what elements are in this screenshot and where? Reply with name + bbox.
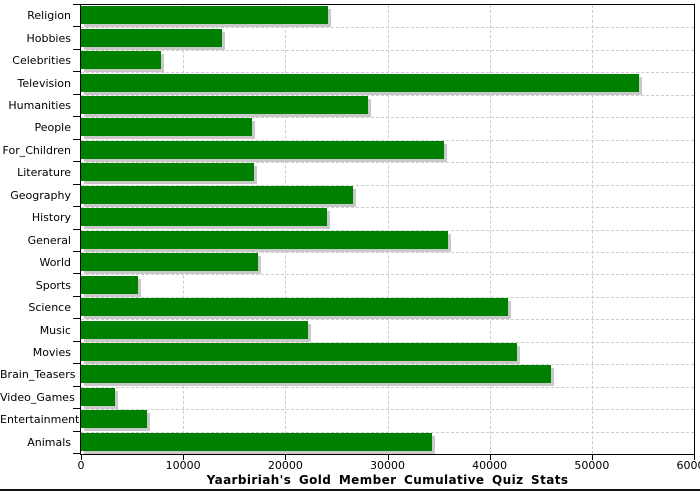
y-axis-label: World [39, 256, 71, 270]
bar-geography [81, 185, 353, 204]
y-tick-mark [73, 228, 80, 230]
x-tick-mark [694, 455, 695, 460]
y-tick-mark [73, 273, 80, 275]
y-tick-mark [73, 250, 80, 252]
bar-general [81, 230, 448, 249]
y-axis-label: Hobbies [26, 31, 71, 45]
bottom-border [0, 489, 700, 491]
y-axis-label: Television [17, 76, 72, 90]
gridline-horizontal [81, 139, 694, 141]
gridline-horizontal [81, 319, 694, 321]
gridline-horizontal [81, 386, 694, 388]
x-axis-tick-label: 60000 [676, 459, 700, 472]
y-axis-label: Science [28, 301, 71, 315]
gridline-horizontal [81, 162, 694, 164]
bar-people [81, 118, 252, 137]
y-tick-mark [73, 318, 80, 320]
y-axis-label: Humanities [8, 99, 71, 113]
chart-title: Yaarbiriah's Gold Member Cumulative Quiz… [206, 473, 569, 487]
y-tick-mark [73, 93, 80, 95]
y-axis-label: Movies [32, 345, 71, 359]
bar-hobbies [81, 28, 222, 47]
y-tick-mark [73, 138, 80, 140]
y-tick-mark [73, 340, 80, 342]
y-axis-label: Celebrities [12, 54, 71, 68]
y-axis-label: Brain_Teasers [0, 368, 76, 382]
x-tick-mark [81, 455, 82, 460]
y-tick-mark [73, 71, 80, 73]
y-tick-mark [73, 183, 80, 185]
y-tick-mark [73, 385, 80, 387]
y-axis-label: For_Children [2, 143, 71, 157]
y-axis-label: General [27, 233, 71, 247]
bar-history [81, 208, 328, 227]
bar-for_children [81, 140, 444, 159]
y-tick-mark [73, 4, 80, 5]
y-axis-label: Religion [27, 9, 71, 23]
gridline-horizontal [81, 296, 694, 298]
gridline-horizontal [81, 184, 694, 186]
bar-sports [81, 275, 139, 294]
y-tick-mark [73, 363, 80, 365]
y-tick-mark [73, 26, 80, 28]
y-tick-mark [73, 295, 80, 297]
bar-religion [81, 6, 329, 25]
x-axis-tick-label: 50000 [574, 459, 610, 472]
x-axis-tick-label: 20000 [267, 459, 303, 472]
gridline-horizontal [81, 117, 694, 119]
x-tick-mark [387, 455, 389, 460]
bar-music [81, 320, 308, 339]
x-tick-mark [489, 455, 491, 460]
x-axis-tick-label: 10000 [165, 459, 201, 472]
y-axis-label: Entertainment [0, 413, 80, 427]
bar-entertainment [81, 410, 148, 429]
gridline-horizontal [81, 27, 694, 29]
x-axis-tick-label: 30000 [370, 459, 405, 472]
y-tick-mark [73, 48, 80, 50]
y-axis-label: Literature [17, 166, 71, 180]
y-axis-label: Geography [10, 188, 71, 202]
y-tick-mark [73, 116, 80, 118]
y-tick-mark [73, 408, 80, 410]
y-axis-labels: Religion Hobbies Celebrities Television Huma… [0, 4, 80, 455]
gridline-horizontal [81, 341, 694, 343]
bar-television [81, 73, 639, 92]
y-axis-label: Video_Games [0, 390, 75, 404]
y-axis-label: People [34, 121, 71, 135]
y-axis-label: Animals [27, 435, 71, 449]
gridline-horizontal [81, 94, 694, 96]
gridline-horizontal [81, 49, 694, 51]
bar-video_games [81, 387, 115, 406]
gridline-horizontal [81, 251, 694, 253]
gridline-horizontal [81, 364, 694, 366]
x-tick-mark [591, 455, 593, 460]
bar-humanities [81, 96, 369, 115]
bar-world [81, 253, 258, 272]
gridline-horizontal [81, 409, 694, 411]
x-tick-mark [285, 455, 287, 460]
bar-animals [81, 432, 433, 451]
gridline-horizontal [81, 229, 694, 231]
y-tick-mark [73, 453, 80, 454]
bar-celebrities [81, 51, 161, 70]
y-axis-label: History [31, 211, 71, 225]
x-axis-tick-label: 40000 [472, 459, 508, 472]
y-tick-mark [73, 430, 80, 432]
y-axis-label: Music [39, 323, 71, 337]
y-tick-mark [73, 206, 80, 208]
y-tick-mark [73, 161, 80, 163]
gridline-horizontal [81, 274, 694, 276]
bar-brain_teasers [81, 365, 551, 384]
gridline-horizontal [81, 207, 694, 209]
x-tick-mark [183, 455, 185, 460]
bar-literature [81, 163, 254, 182]
plot-area [80, 4, 695, 455]
bar-science [81, 298, 509, 317]
bar-movies [81, 342, 518, 361]
gridline-horizontal [81, 431, 694, 433]
y-axis-label: Sports [35, 278, 71, 292]
gridline-horizontal [81, 72, 694, 74]
x-axis-tick-label: 0 [77, 459, 85, 472]
